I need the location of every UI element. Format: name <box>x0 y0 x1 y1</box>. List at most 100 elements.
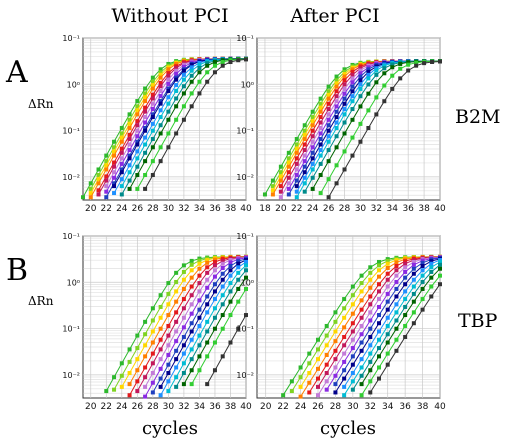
data-point <box>359 298 364 303</box>
data-point <box>104 178 109 183</box>
data-point <box>189 337 194 342</box>
data-point <box>212 282 217 287</box>
data-point <box>368 326 373 331</box>
data-point <box>228 289 233 294</box>
data-point <box>143 186 148 191</box>
data-point <box>150 380 155 385</box>
data-point <box>403 282 408 287</box>
data-point <box>324 352 329 357</box>
data-point <box>403 275 408 280</box>
data-point <box>374 80 379 85</box>
x-tick-label: 28 <box>147 204 159 214</box>
data-point <box>278 174 283 179</box>
data-point <box>358 139 363 144</box>
data-point <box>420 273 425 278</box>
data-point <box>104 153 109 158</box>
data-point <box>342 297 347 302</box>
data-point <box>189 302 194 307</box>
data-point <box>394 302 399 307</box>
data-point <box>174 117 179 122</box>
data-point <box>143 135 148 140</box>
x-tick-label: 40 <box>240 204 252 214</box>
data-point <box>119 384 124 389</box>
data-point <box>127 117 132 122</box>
data-point <box>377 274 381 279</box>
data-point <box>197 281 202 286</box>
data-point <box>166 117 171 122</box>
data-point <box>406 68 411 73</box>
x-tick-label: 22 <box>101 402 112 412</box>
data-point <box>358 104 363 109</box>
data-point <box>278 178 283 183</box>
data-point <box>112 181 117 186</box>
data-point <box>181 343 186 348</box>
data-point <box>174 348 179 353</box>
data-point <box>350 89 355 94</box>
data-point <box>220 284 225 289</box>
data-point <box>236 58 241 63</box>
x-tick-label: 22 <box>291 204 302 214</box>
data-point <box>316 366 320 371</box>
data-point <box>205 285 210 290</box>
data-point <box>334 181 339 186</box>
data-point <box>438 266 442 271</box>
data-point <box>220 277 225 282</box>
data-point <box>298 394 303 399</box>
data-point <box>158 347 163 352</box>
data-point <box>127 136 132 141</box>
data-point <box>158 376 163 381</box>
data-point <box>350 321 355 326</box>
data-point <box>318 161 323 166</box>
data-point <box>181 325 186 330</box>
data-point <box>166 389 171 394</box>
data-point <box>158 366 163 371</box>
data-point <box>158 67 163 72</box>
data-point <box>333 365 338 370</box>
data-point <box>310 134 315 139</box>
y-tick-label: 10⁰ <box>241 278 254 287</box>
data-point <box>403 297 408 302</box>
data-point <box>310 156 315 161</box>
data-point <box>385 307 390 312</box>
data-point <box>326 96 331 101</box>
data-point <box>135 128 140 133</box>
data-point <box>135 149 140 154</box>
x-tick-label: 32 <box>178 204 189 214</box>
data-point <box>135 357 140 362</box>
data-point <box>368 351 373 356</box>
data-point <box>189 268 194 273</box>
x-tick-label: 40 <box>434 204 446 214</box>
data-point <box>197 266 202 271</box>
data-point <box>166 81 171 86</box>
data-point <box>318 137 323 142</box>
data-point <box>174 68 179 73</box>
data-point <box>377 289 381 294</box>
data-point <box>127 132 132 137</box>
data-point <box>181 117 186 122</box>
data-point <box>228 60 233 65</box>
data-point <box>143 343 148 348</box>
data-point <box>197 307 202 312</box>
data-point <box>135 142 140 147</box>
data-point <box>119 156 124 161</box>
data-point <box>429 261 434 266</box>
data-point <box>403 269 408 274</box>
data-point <box>334 163 339 168</box>
data-point <box>286 181 291 186</box>
data-point <box>104 159 109 164</box>
data-point <box>359 357 364 362</box>
data-point <box>333 339 338 344</box>
data-point <box>158 70 163 75</box>
x-tick-label: 34 <box>382 402 394 412</box>
data-point <box>236 270 241 275</box>
data-point <box>342 351 347 356</box>
data-point <box>359 289 364 294</box>
data-point <box>286 186 291 191</box>
data-point <box>289 389 294 394</box>
data-point <box>403 304 408 309</box>
data-point <box>368 285 373 290</box>
data-point <box>342 96 347 101</box>
data-point <box>358 78 363 83</box>
data-point <box>174 75 179 80</box>
data-point <box>166 352 171 357</box>
